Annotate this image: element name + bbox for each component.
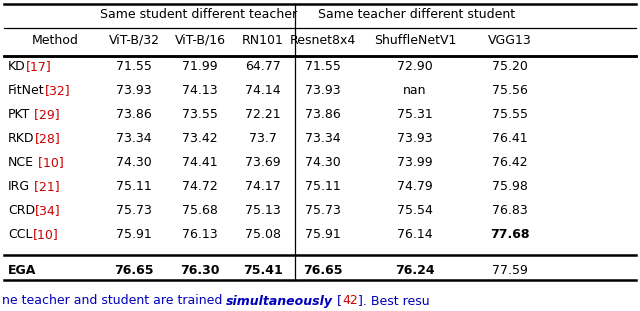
Text: Resnet8x4: Resnet8x4 [290, 34, 356, 47]
Text: EGA: EGA [8, 264, 36, 277]
Text: Method: Method [31, 34, 79, 47]
Text: Same student different teacher: Same student different teacher [100, 7, 297, 21]
Text: 74.72: 74.72 [182, 180, 218, 193]
Text: 74.30: 74.30 [305, 156, 341, 169]
Text: 75.41: 75.41 [243, 264, 283, 277]
Text: 76.14: 76.14 [397, 229, 433, 242]
Text: [10]: [10] [34, 156, 64, 169]
Text: ViT-B/16: ViT-B/16 [175, 34, 225, 47]
Text: 75.68: 75.68 [182, 205, 218, 217]
Text: 72.21: 72.21 [245, 109, 281, 122]
Text: [17]: [17] [26, 61, 51, 73]
Text: 75.73: 75.73 [305, 205, 341, 217]
Text: [10]: [10] [33, 229, 58, 242]
Text: RN101: RN101 [242, 34, 284, 47]
Text: 75.11: 75.11 [305, 180, 341, 193]
Text: 75.56: 75.56 [492, 85, 528, 98]
Text: KD: KD [8, 61, 26, 73]
Text: PKT: PKT [8, 109, 30, 122]
Text: 76.24: 76.24 [395, 264, 435, 277]
Text: [: [ [333, 295, 342, 308]
Text: 75.54: 75.54 [397, 205, 433, 217]
Text: NCE: NCE [8, 156, 34, 169]
Text: 75.11: 75.11 [116, 180, 152, 193]
Text: 75.91: 75.91 [305, 229, 341, 242]
Text: 75.13: 75.13 [245, 205, 281, 217]
Text: FitNet: FitNet [8, 85, 45, 98]
Text: simultaneously: simultaneously [227, 295, 333, 308]
Text: 76.30: 76.30 [180, 264, 220, 277]
Text: CRD: CRD [8, 205, 35, 217]
Text: 77.68: 77.68 [490, 229, 530, 242]
Text: 74.13: 74.13 [182, 85, 218, 98]
Text: 75.91: 75.91 [116, 229, 152, 242]
Text: 73.69: 73.69 [245, 156, 281, 169]
Text: 73.55: 73.55 [182, 109, 218, 122]
Text: 73.93: 73.93 [116, 85, 152, 98]
Text: Same teacher different student: Same teacher different student [318, 7, 515, 21]
Text: 73.93: 73.93 [305, 85, 341, 98]
Text: [21]: [21] [30, 180, 60, 193]
Text: 73.99: 73.99 [397, 156, 433, 169]
Text: 71.55: 71.55 [116, 61, 152, 73]
Text: 76.65: 76.65 [303, 264, 343, 277]
Text: 74.14: 74.14 [245, 85, 281, 98]
Text: 77.59: 77.59 [492, 264, 528, 277]
Text: ne teacher and student are trained: ne teacher and student are trained [2, 295, 227, 308]
Text: 73.7: 73.7 [249, 132, 277, 146]
Text: 76.65: 76.65 [115, 264, 154, 277]
Text: 71.99: 71.99 [182, 61, 218, 73]
Text: 74.30: 74.30 [116, 156, 152, 169]
Text: ]. Best resu: ]. Best resu [358, 295, 429, 308]
Text: 75.98: 75.98 [492, 180, 528, 193]
Text: 75.08: 75.08 [245, 229, 281, 242]
Text: ViT-B/32: ViT-B/32 [109, 34, 159, 47]
Text: RKD: RKD [8, 132, 35, 146]
Text: 73.42: 73.42 [182, 132, 218, 146]
Text: ShuffleNetV1: ShuffleNetV1 [374, 34, 456, 47]
Text: 76.42: 76.42 [492, 156, 528, 169]
Text: 75.20: 75.20 [492, 61, 528, 73]
Text: 76.41: 76.41 [492, 132, 528, 146]
Text: 72.90: 72.90 [397, 61, 433, 73]
Text: 73.34: 73.34 [116, 132, 152, 146]
Text: 64.77: 64.77 [245, 61, 281, 73]
Text: VGG13: VGG13 [488, 34, 532, 47]
Text: 74.79: 74.79 [397, 180, 433, 193]
Text: [34]: [34] [35, 205, 61, 217]
Text: 75.55: 75.55 [492, 109, 528, 122]
Text: 75.31: 75.31 [397, 109, 433, 122]
Text: nan: nan [403, 85, 427, 98]
Text: 73.86: 73.86 [116, 109, 152, 122]
Text: [28]: [28] [35, 132, 60, 146]
Text: 75.73: 75.73 [116, 205, 152, 217]
Text: 74.17: 74.17 [245, 180, 281, 193]
Text: 73.34: 73.34 [305, 132, 341, 146]
Text: 76.13: 76.13 [182, 229, 218, 242]
Text: 76.83: 76.83 [492, 205, 528, 217]
Text: 71.55: 71.55 [305, 61, 341, 73]
Text: 42: 42 [342, 295, 358, 308]
Text: IRG: IRG [8, 180, 30, 193]
Text: [32]: [32] [45, 85, 70, 98]
Text: 73.86: 73.86 [305, 109, 341, 122]
Text: 73.93: 73.93 [397, 132, 433, 146]
Text: CCL: CCL [8, 229, 33, 242]
Text: [29]: [29] [30, 109, 60, 122]
Text: 74.41: 74.41 [182, 156, 218, 169]
